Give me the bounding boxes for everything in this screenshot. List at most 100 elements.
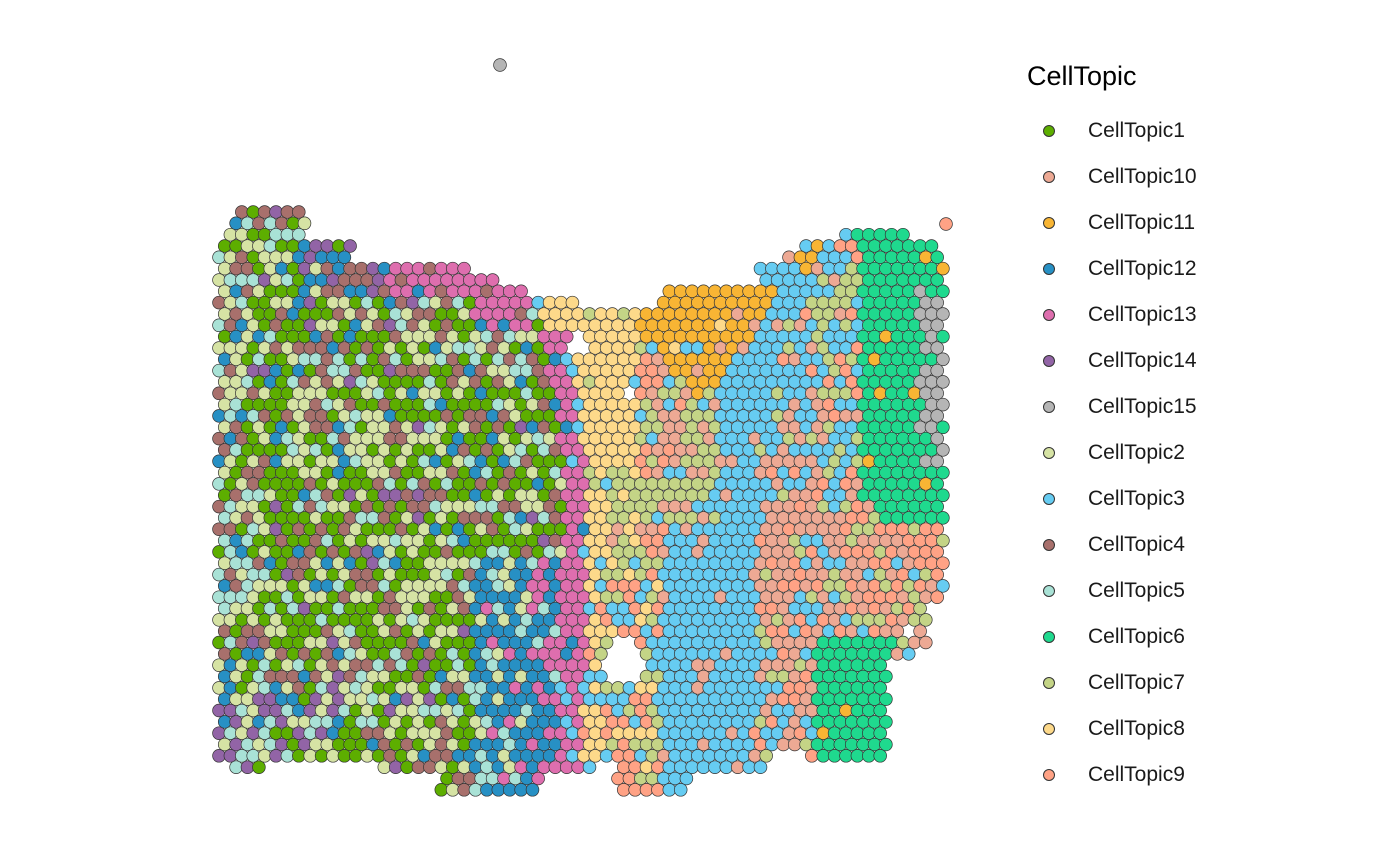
spot-celltopic2 xyxy=(229,375,243,389)
spot-celltopic3 xyxy=(656,703,671,718)
spot-celltopic4 xyxy=(320,420,335,435)
spot-celltopic8 xyxy=(645,726,659,740)
spot-celltopic2 xyxy=(434,465,449,480)
spot-celltopic13 xyxy=(457,261,471,276)
spot-celltopic7 xyxy=(907,590,922,604)
spot-celltopic12 xyxy=(491,715,506,729)
spot-celltopic1 xyxy=(354,556,369,570)
spot-celltopic1 xyxy=(548,420,563,435)
spot-celltopic7 xyxy=(656,477,671,491)
spot-celltopic7 xyxy=(776,488,791,503)
spot-celltopic4 xyxy=(417,363,431,378)
spot-celltopic7 xyxy=(639,556,654,570)
spot-celltopic3 xyxy=(736,726,751,740)
spot-celltopic15 xyxy=(913,307,927,321)
spot-celltopic14 xyxy=(269,749,283,763)
spot-celltopic3 xyxy=(793,341,808,355)
spot-celltopic12 xyxy=(269,681,283,695)
spot-celltopic7 xyxy=(839,273,853,287)
spot-celltopic6 xyxy=(907,273,922,287)
spot-celltopic12 xyxy=(525,624,540,638)
spot-celltopic3 xyxy=(799,375,813,389)
spot-celltopic12 xyxy=(502,601,517,616)
spot-celltopic5 xyxy=(223,409,238,423)
spot-celltopic4 xyxy=(360,658,374,672)
spot-celltopic3 xyxy=(736,409,751,423)
spot-celltopic6 xyxy=(890,261,905,276)
spot-celltopic11 xyxy=(696,307,711,321)
spot-celltopic5 xyxy=(240,556,255,570)
spot-celltopic2 xyxy=(457,556,471,570)
spot-celltopic10 xyxy=(611,522,625,536)
spot-celltopic3 xyxy=(673,624,688,638)
spot-celltopic13 xyxy=(548,329,563,344)
spot-celltopic8 xyxy=(616,443,631,457)
spot-celltopic11 xyxy=(702,295,716,310)
spot-celltopic7 xyxy=(696,488,711,503)
spot-celltopic4 xyxy=(309,420,323,435)
spot-celltopic3 xyxy=(696,624,711,638)
spot-celltopic15 xyxy=(919,454,933,469)
spot-celltopic3 xyxy=(656,613,671,627)
spot-celltopic14 xyxy=(423,692,437,706)
spot-celltopic6 xyxy=(901,488,916,503)
spot-celltopic6 xyxy=(890,307,905,321)
spot-celltopic6 xyxy=(901,397,916,412)
spot-celltopic2 xyxy=(360,431,374,446)
spot-celltopic13 xyxy=(411,261,426,276)
spot-celltopic3 xyxy=(685,533,699,548)
spot-celltopic3 xyxy=(662,715,677,729)
spot-celltopic10 xyxy=(645,522,659,536)
spot-celltopic2 xyxy=(406,726,420,740)
spot-celltopic4 xyxy=(445,465,460,480)
spot-celltopic10 xyxy=(827,545,842,559)
spot-celltopic5 xyxy=(212,590,226,604)
spot-celltopic3 xyxy=(559,715,574,729)
spot-celltopic1 xyxy=(366,601,380,616)
spot-celltopic12 xyxy=(463,749,477,763)
spot-celltopic3 xyxy=(696,760,711,774)
spot-celltopic5 xyxy=(257,726,272,740)
spot-celltopic5 xyxy=(320,715,335,729)
spot-celltopic6 xyxy=(913,488,927,503)
spot-celltopic6 xyxy=(901,239,916,253)
spot-celltopic12 xyxy=(468,760,483,774)
spot-celltopic10 xyxy=(879,624,893,638)
spot-celltopic2 xyxy=(252,284,266,299)
spot-celltopic2 xyxy=(394,613,409,627)
spot-celltopic13 xyxy=(577,658,591,672)
spot-celltopic12 xyxy=(485,613,500,627)
spot-celltopic2 xyxy=(229,692,243,706)
spot-celltopic9 xyxy=(793,681,808,695)
spot-celltopic1 xyxy=(286,420,300,435)
spot-celltopic3 xyxy=(787,375,802,389)
spot-celltopic11 xyxy=(679,318,694,333)
spot-celltopic9 xyxy=(844,375,859,389)
spot-celltopic15 xyxy=(930,454,944,469)
spot-celltopic3 xyxy=(634,590,648,604)
spot-celltopic3 xyxy=(685,760,699,774)
spot-celltopic6 xyxy=(913,465,927,480)
spot-celltopic3 xyxy=(765,647,779,661)
spot-celltopic3 xyxy=(787,261,802,276)
spot-celltopic12 xyxy=(417,635,431,650)
spot-celltopic14 xyxy=(406,295,420,310)
spot-celltopic7 xyxy=(708,465,722,480)
spot-celltopic12 xyxy=(474,590,488,604)
spot-celltopic7 xyxy=(616,465,631,480)
spot-celltopic1 xyxy=(292,635,306,650)
spot-celltopic15 xyxy=(930,295,944,310)
spot-celltopic10 xyxy=(862,499,876,514)
spot-celltopic3 xyxy=(708,556,722,570)
spot-celltopic10 xyxy=(679,499,694,514)
spot-celltopic3 xyxy=(753,329,768,344)
spot-celltopic1 xyxy=(423,533,437,548)
spot-celltopic4 xyxy=(235,205,249,219)
spot-celltopic1 xyxy=(531,409,545,423)
spot-celltopic9 xyxy=(765,715,779,729)
spot-celltopic1 xyxy=(286,624,300,638)
spot-celltopic6 xyxy=(862,658,876,672)
spot-celltopic6 xyxy=(856,443,870,457)
spot-celltopic12 xyxy=(508,703,523,718)
spot-celltopic4 xyxy=(337,341,352,355)
